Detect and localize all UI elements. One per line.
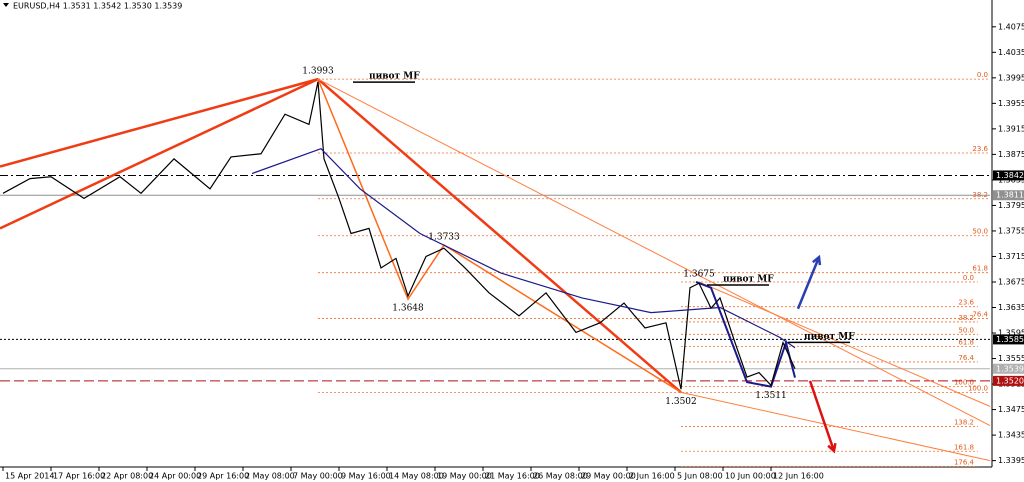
fib-label: 161.8 (954, 443, 974, 451)
x-tick-label: 2 May 08:00 (245, 472, 295, 481)
x-tick-label: 17 Apr 16:00 (53, 472, 105, 481)
fib-label: 176.4 (954, 459, 975, 467)
x-tick-label: 26 May 08:00 (533, 472, 588, 481)
price-annotation: 1.3675 (683, 269, 715, 279)
pivot-label: пивот MF (723, 274, 774, 284)
pivot-label: пивот MF (804, 332, 855, 342)
price-annotation: 1.3733 (428, 232, 460, 242)
price-tag (993, 375, 1024, 386)
arrow-head (827, 442, 837, 454)
price-annotation: 1.3511 (755, 391, 787, 401)
trendline (317, 78, 682, 393)
price-tag-label: 1.3842 (996, 171, 1024, 180)
arrow-head (812, 254, 822, 266)
fib-label: 61.8 (972, 265, 988, 273)
x-tick-label: 7 May 00:00 (293, 472, 343, 481)
price-annotation: 1.3648 (392, 304, 424, 314)
x-tick-label: 12 Jun 16:00 (773, 472, 824, 481)
fib-label: 0.0 (963, 274, 974, 282)
fib-label: 50.0 (972, 228, 988, 236)
price-tag (993, 170, 1024, 181)
y-tick-label: 1.3955 (998, 99, 1024, 108)
price-tag (993, 190, 1024, 201)
y-tick-label: 1.3635 (998, 303, 1024, 312)
fib-label: 23.6 (972, 145, 988, 153)
fib-label: 0.0 (977, 71, 988, 79)
price-line-series (2, 81, 796, 390)
fib-label: 76.4 (972, 310, 988, 318)
x-tick-label: 24 Apr 00:00 (149, 472, 201, 481)
arrow (796, 256, 821, 310)
y-tick-label: 1.3715 (998, 252, 1024, 261)
x-tick-label: 14 May 08:00 (389, 472, 444, 481)
fib-label: 138.2 (954, 419, 974, 427)
y-tick-label: 1.3755 (998, 226, 1024, 235)
y-tick-label: 1.3995 (998, 73, 1024, 82)
dropdown-icon[interactable] (3, 3, 9, 7)
x-tick-label: 19 May 00:00 (437, 472, 492, 481)
trendline (0, 77, 319, 230)
fib-label: 100.0 (968, 384, 988, 392)
price-line-series (251, 147, 796, 349)
x-tick-label: 29 Apr 16:00 (197, 472, 249, 481)
y-tick-label: 1.3475 (998, 405, 1024, 414)
x-tick-label: 21 May 16:00 (485, 472, 540, 481)
y-tick-label: 1.3595 (998, 329, 1024, 338)
y-tick-label: 1.3395 (998, 456, 1024, 465)
x-tick-label: 29 May 00:00 (581, 472, 636, 481)
x-tick-label: 22 Apr 08:00 (101, 472, 153, 481)
fib-label: 38.2 (958, 314, 974, 322)
x-tick-label: 2 Jun 16:00 (629, 472, 675, 481)
trendline (698, 281, 991, 407)
trendline (0, 77, 319, 168)
price-annotation: 1.3993 (302, 67, 334, 77)
pivot-label: пивот MF (369, 72, 420, 82)
y-tick-label: 1.3915 (998, 124, 1024, 133)
trendline (317, 78, 991, 426)
x-tick-label: 15 Apr 2014 (5, 472, 54, 481)
price-tag-label: 1.3585 (996, 335, 1024, 344)
price-tag-label: 1.3811 (996, 191, 1024, 200)
y-tick-label: 1.3555 (998, 354, 1024, 363)
trendline (695, 281, 796, 388)
x-tick-label: 5 Jun 08:00 (677, 472, 723, 481)
price-tag (993, 334, 1024, 345)
price-tag-label: 1.3539 (996, 364, 1024, 373)
x-tick-label: 9 May 16:00 (341, 472, 391, 481)
y-tick-label: 1.3875 (998, 150, 1024, 159)
y-tick-label: 1.3435 (998, 431, 1024, 440)
arrow (808, 380, 836, 452)
trendline (317, 78, 682, 394)
fib-label: 100.0 (954, 379, 974, 387)
y-tick-label: 1.3675 (998, 277, 1024, 286)
price-tag-label: 1.3520 (996, 376, 1024, 385)
y-tick-label: 1.4035 (998, 48, 1024, 57)
x-tick-label: 10 Jun 00:00 (725, 472, 776, 481)
y-tick-label: 1.4075 (998, 22, 1024, 31)
chart-title: EURUSD,H4 1.3531 1.3542 1.3530 1.3539 (13, 2, 182, 11)
y-tick-label: 1.3795 (998, 201, 1024, 210)
fib-label: 23.6 (958, 299, 974, 307)
trendline (680, 391, 991, 462)
fib-label: 76.4 (958, 354, 974, 362)
fib-label: 61.8 (958, 339, 974, 347)
price-annotation: 1.3502 (665, 397, 697, 407)
fib-label: 50.0 (958, 326, 974, 334)
price-tag (993, 363, 1024, 374)
